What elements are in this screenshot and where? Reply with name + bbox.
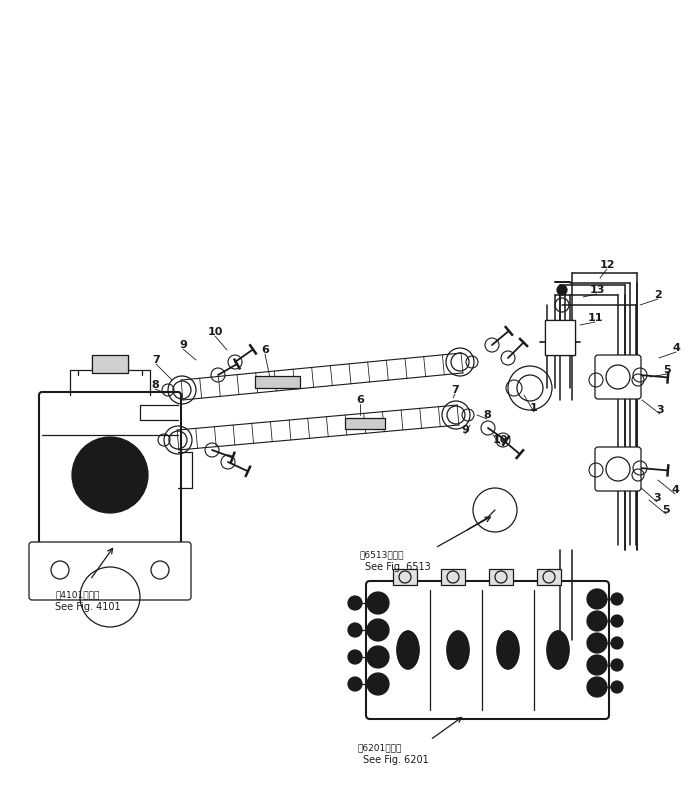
- Circle shape: [587, 655, 607, 675]
- Text: 8: 8: [151, 380, 159, 390]
- Text: 7: 7: [152, 355, 160, 365]
- Circle shape: [367, 592, 389, 614]
- Circle shape: [587, 633, 607, 653]
- Text: 13: 13: [590, 285, 605, 295]
- Text: 8: 8: [483, 410, 491, 420]
- Ellipse shape: [397, 631, 419, 669]
- Text: 第4101図参照: 第4101図参照: [55, 590, 100, 600]
- Ellipse shape: [447, 631, 469, 669]
- Circle shape: [611, 593, 623, 605]
- Circle shape: [105, 470, 115, 480]
- Text: 1: 1: [530, 403, 538, 413]
- Text: 7: 7: [451, 385, 459, 395]
- Text: See Fig. 6513: See Fig. 6513: [365, 562, 431, 572]
- Circle shape: [348, 677, 362, 691]
- Circle shape: [348, 650, 362, 664]
- Bar: [537, 569, 561, 585]
- Bar: [92, 355, 128, 373]
- Text: 5: 5: [663, 365, 671, 375]
- Text: 10: 10: [207, 327, 223, 337]
- Text: 9: 9: [179, 340, 187, 350]
- Circle shape: [557, 285, 567, 295]
- Circle shape: [611, 615, 623, 627]
- Text: 9: 9: [461, 425, 469, 435]
- Text: See Fig. 4101: See Fig. 4101: [55, 602, 120, 612]
- Bar: [545, 320, 575, 355]
- Circle shape: [367, 646, 389, 668]
- Bar: [345, 418, 385, 429]
- Text: 第6513図参照: 第6513図参照: [360, 551, 404, 559]
- Bar: [489, 569, 513, 585]
- Bar: [255, 376, 300, 388]
- FancyBboxPatch shape: [29, 542, 191, 600]
- Text: 第6201図参照: 第6201図参照: [358, 744, 402, 753]
- Circle shape: [72, 437, 148, 513]
- Text: 6: 6: [261, 345, 269, 355]
- FancyBboxPatch shape: [595, 355, 641, 399]
- Text: 12: 12: [599, 260, 615, 270]
- Text: 3: 3: [656, 405, 664, 415]
- Text: 4: 4: [671, 485, 679, 495]
- Text: 3: 3: [653, 493, 661, 503]
- Circle shape: [587, 589, 607, 609]
- Circle shape: [367, 619, 389, 641]
- FancyBboxPatch shape: [39, 392, 181, 548]
- Circle shape: [587, 611, 607, 631]
- Text: 6: 6: [356, 395, 364, 405]
- Circle shape: [348, 623, 362, 637]
- Circle shape: [348, 596, 362, 610]
- Circle shape: [611, 637, 623, 649]
- Text: See Fig. 6201: See Fig. 6201: [363, 755, 429, 765]
- Text: 11: 11: [587, 313, 603, 323]
- FancyBboxPatch shape: [366, 581, 609, 719]
- Circle shape: [367, 673, 389, 695]
- Ellipse shape: [547, 631, 569, 669]
- FancyBboxPatch shape: [595, 447, 641, 491]
- Text: 2: 2: [654, 290, 662, 300]
- Text: 4: 4: [672, 343, 680, 353]
- Text: 10: 10: [492, 435, 507, 445]
- Ellipse shape: [497, 631, 519, 669]
- Text: 5: 5: [662, 505, 670, 515]
- Circle shape: [611, 681, 623, 693]
- Bar: [393, 569, 417, 585]
- Bar: [545, 320, 575, 355]
- Bar: [441, 569, 465, 585]
- Circle shape: [587, 677, 607, 697]
- Circle shape: [611, 659, 623, 671]
